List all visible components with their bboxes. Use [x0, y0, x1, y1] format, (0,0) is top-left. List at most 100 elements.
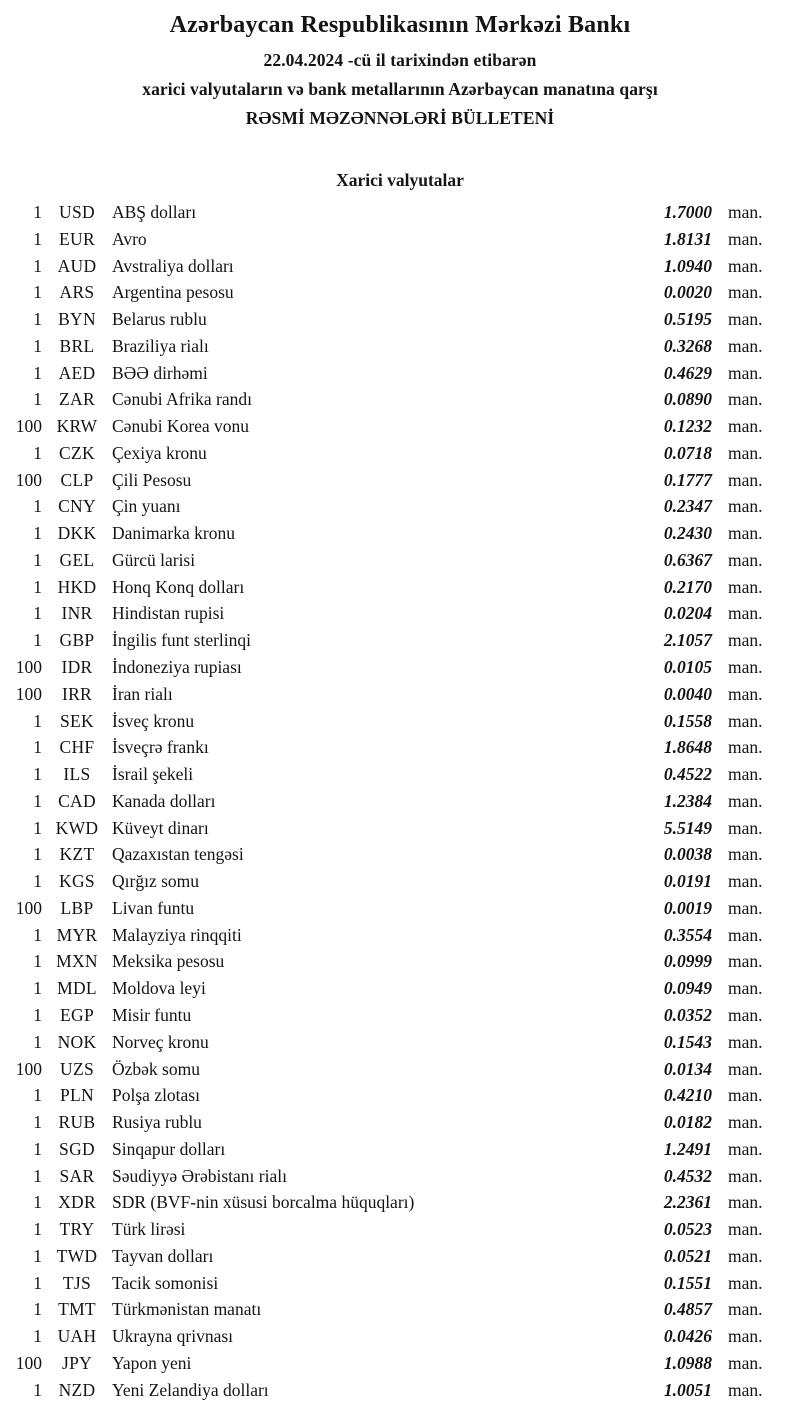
currency-quantity: 1 [33, 630, 42, 651]
currency-name: Səudiyyə Ərəbistanı rialı [112, 1165, 287, 1186]
unit-label: man. [728, 442, 763, 463]
rate-value: 1.0988 [663, 1352, 712, 1373]
currency-code: TWD [56, 1245, 98, 1266]
rate-row: 1 GBP İngilis funt sterlinqi 2.1057 man. [0, 627, 772, 654]
rate-value: 0.4532 [663, 1165, 712, 1186]
currency-name: Avro [112, 228, 147, 249]
rate-value: 0.1558 [663, 710, 712, 731]
currency-quantity: 1 [33, 951, 42, 972]
currency-quantity: 1 [33, 362, 42, 383]
currency-code: GEL [59, 549, 95, 570]
currency-quantity: 1 [33, 764, 42, 785]
currency-name: Yapon yeni [112, 1352, 192, 1373]
bank-title: Azərbaycan Respublikasının Mərkəzi Bankı [169, 12, 631, 38]
rate-value: 0.1551 [663, 1272, 712, 1293]
unit-label: man. [728, 576, 763, 597]
currency-name: Qazaxıstan tengəsi [112, 844, 244, 865]
currency-quantity: 1 [33, 1165, 42, 1186]
rate-row: 100 KRW Cənubi Korea vonu 0.1232 man. [0, 413, 772, 440]
unit-label: man. [728, 1085, 763, 1106]
unit-label: man. [728, 817, 763, 838]
currency-name: ABŞ dolları [112, 202, 197, 222]
unit-label: man. [728, 683, 763, 704]
currency-name: Cənubi Afrika randı [112, 389, 252, 410]
currency-quantity: 1 [33, 1112, 42, 1133]
rate-row: 1 TWD Tayvan dolları 0.0521 man. [0, 1243, 772, 1270]
rate-value: 0.0040 [663, 683, 712, 704]
unit-label: man. [728, 1138, 763, 1159]
rate-row: 1 KWD Küveyt dinarı 5.5149 man. [0, 815, 772, 842]
currency-name: Braziliya rialı [112, 335, 209, 356]
currency-quantity: 100 [15, 416, 42, 437]
currency-quantity: 1 [33, 523, 42, 544]
unit-label: man. [728, 1352, 763, 1373]
unit-label: man. [728, 897, 763, 918]
rate-value: 1.0051 [663, 1379, 712, 1400]
currency-code: HKD [57, 576, 97, 597]
currency-name: Çexiya kronu [112, 442, 207, 463]
rate-row: 1 AUD Avstraliya dolları 1.0940 man. [0, 253, 772, 280]
currency-name: Hindistan rupisi [112, 603, 225, 624]
unit-label: man. [728, 362, 763, 383]
currency-code: ILS [63, 764, 91, 785]
currency-code: KGS [59, 871, 95, 892]
currency-quantity: 1 [33, 549, 42, 570]
currency-quantity: 1 [33, 1004, 42, 1025]
rate-value: 0.0523 [663, 1219, 712, 1240]
unit-label: man. [728, 496, 763, 517]
currency-quantity: 100 [15, 469, 42, 490]
currency-code: SGD [59, 1138, 95, 1159]
currency-code: CZK [59, 442, 95, 463]
rate-row: 1 EGP Misir funtu 0.0352 man. [0, 1002, 772, 1029]
currency-quantity: 1 [33, 1379, 42, 1400]
currency-quantity: 1 [33, 844, 42, 865]
currency-name: BƏƏ dirhəmi [112, 362, 208, 383]
currency-quantity: 1 [33, 1272, 42, 1293]
rate-value: 1.0940 [663, 255, 712, 276]
rate-value: 0.4629 [663, 362, 712, 383]
unit-label: man. [728, 737, 763, 758]
unit-label: man. [728, 1219, 763, 1240]
currency-code: XDR [58, 1192, 96, 1213]
currency-code: JPY [61, 1352, 93, 1373]
currency-code: KZT [59, 844, 95, 865]
rate-row: 100 JPY Yapon yeni 1.0988 man. [0, 1350, 772, 1377]
currency-code: PLN [60, 1085, 94, 1106]
rate-row: 1 TRY Türk lirəsi 0.0523 man. [0, 1216, 772, 1243]
rate-row: 100 UZS Özbək somu 0.0134 man. [0, 1056, 772, 1083]
rate-row: 1 USD ABŞ dolları 1.7000 man. [0, 199, 772, 226]
currency-name: Meksika pesosu [112, 951, 225, 972]
unit-label: man. [728, 710, 763, 731]
currency-name: İngilis funt sterlinqi [112, 630, 252, 651]
currency-code: MYR [56, 924, 98, 945]
currency-quantity: 1 [33, 1219, 42, 1240]
currency-quantity: 1 [33, 335, 42, 356]
rate-value: 1.2491 [663, 1138, 712, 1159]
currency-name: Misir funtu [112, 1004, 192, 1025]
currency-name: Avstraliya dolları [112, 255, 234, 276]
currency-quantity: 1 [33, 496, 42, 517]
currency-quantity: 1 [33, 737, 42, 758]
currency-name: Moldova leyi [112, 978, 206, 999]
currency-code: NOK [57, 1031, 97, 1052]
rate-value: 0.0038 [663, 844, 712, 865]
rate-value: 0.4857 [663, 1299, 712, 1320]
currency-name: Tacik somonisi [112, 1272, 219, 1293]
currency-code: CHF [59, 737, 95, 758]
rate-value: 0.0182 [663, 1112, 712, 1133]
currency-quantity: 1 [33, 389, 42, 410]
rate-row: 1 XDR SDR (BVF-nin xüsusi borcalma hüquqla… [0, 1189, 772, 1216]
rate-value: 1.2384 [663, 790, 712, 811]
currency-code: UAH [57, 1326, 97, 1347]
rate-row: 1 AED BƏƏ dirhəmi 0.4629 man. [0, 360, 772, 387]
rate-value: 1.8131 [663, 228, 712, 249]
currency-code: ZAR [59, 389, 95, 410]
exchange-rates-table: 1 USD ABŞ dolları 1.7000 man. 1 EUR Avro 1.8131 m… [0, 199, 772, 1403]
section-title-foreign-currencies: Xarici valyutalar [336, 170, 464, 190]
unit-label: man. [728, 1165, 763, 1186]
unit-label: man. [728, 1004, 763, 1025]
currency-code: ARS [59, 282, 95, 303]
unit-label: man. [728, 1379, 763, 1400]
unit-label: man. [728, 523, 763, 544]
